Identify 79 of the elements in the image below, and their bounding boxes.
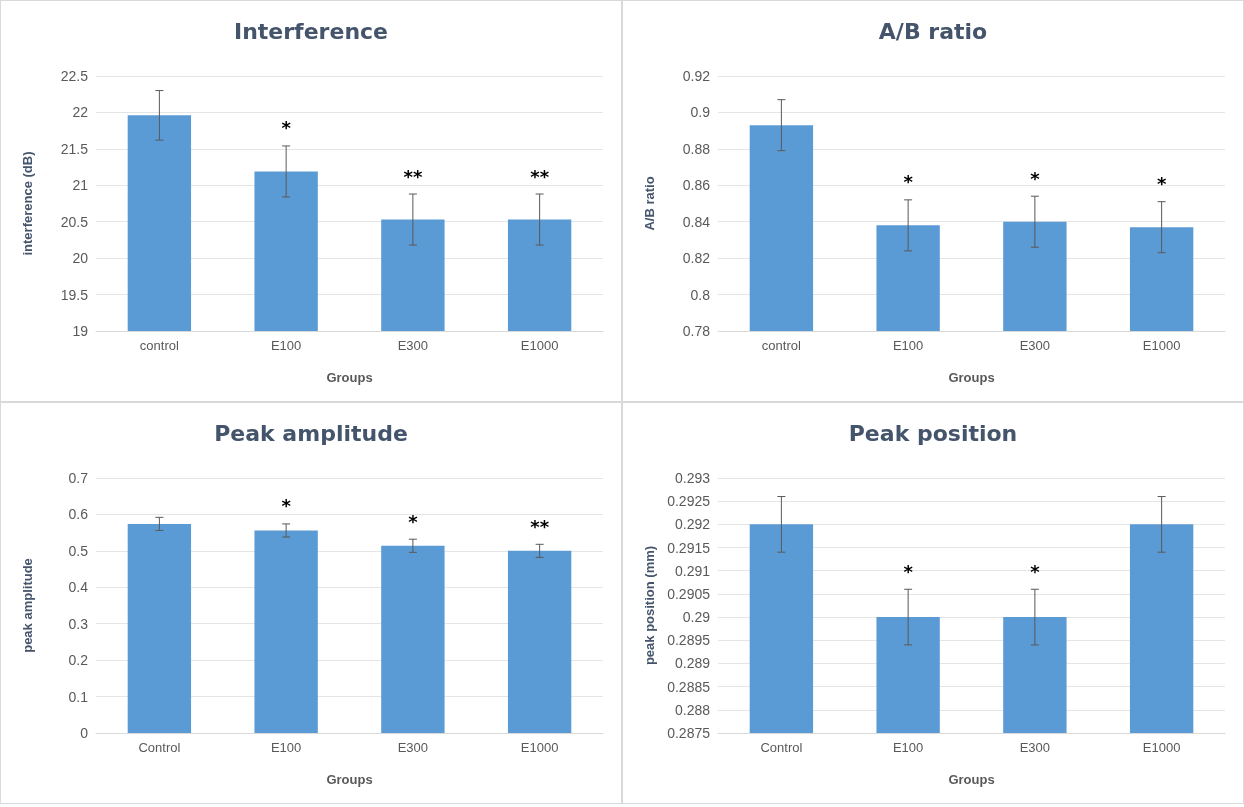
y-tick-label: 0.2875 xyxy=(667,725,711,741)
x-tick-label: E300 xyxy=(397,740,429,755)
y-tick-label: 0.2895 xyxy=(667,632,711,649)
y-tick-label: 0.78 xyxy=(682,323,711,339)
x-tick-label: E300 xyxy=(1019,740,1051,755)
y-tick-label: 19.5 xyxy=(60,286,89,303)
x-tick-label: E100 xyxy=(270,740,302,755)
y-tick-label: 0.86 xyxy=(682,177,711,194)
y-axis-title: peak amplitude xyxy=(20,558,35,653)
y-tick-label: 0.88 xyxy=(682,140,711,157)
y-axis-title: A/B ratio xyxy=(642,176,657,231)
x-tick-label: E1000 xyxy=(520,338,559,353)
y-axis-title: peak position (mm) xyxy=(642,545,657,666)
y-tick-label: 0.2885 xyxy=(667,678,711,695)
x-tick-label: control xyxy=(761,338,801,353)
chart-title: A/B ratio xyxy=(878,18,988,44)
y-tick-label: 0.292 xyxy=(674,516,711,533)
annotation: * xyxy=(281,117,292,139)
x-axis-title: Groups xyxy=(326,772,373,787)
y-tick-label: 21.5 xyxy=(60,140,89,157)
annotation: ** xyxy=(530,165,550,187)
x-tick-label: E100 xyxy=(892,740,924,755)
y-tick-label: 22 xyxy=(72,104,89,121)
x-axis-title: Groups xyxy=(326,370,373,385)
y-tick-label: 0.84 xyxy=(682,213,711,230)
x-axis-title: Groups xyxy=(948,772,995,787)
y-tick-label: 0.293 xyxy=(674,470,711,486)
y-tick-label: 0.2 xyxy=(68,652,89,669)
x-tick-label: Control xyxy=(760,740,803,755)
y-tick-label: 0.3 xyxy=(68,615,89,632)
y-axis-title: interference (dB) xyxy=(20,151,35,256)
y-tick-label: 0.291 xyxy=(674,562,711,579)
annotation: ** xyxy=(403,165,423,187)
x-tick-label: E300 xyxy=(1019,338,1051,353)
y-tick-label: 21 xyxy=(72,177,89,194)
y-tick-label: 0.2915 xyxy=(667,539,711,556)
annotation: * xyxy=(1156,173,1167,195)
x-tick-label: Control xyxy=(138,740,181,755)
x-tick-label: E100 xyxy=(270,338,302,353)
y-tick-label: 0.2925 xyxy=(667,493,711,510)
y-tick-label: 0.9 xyxy=(690,104,711,121)
y-tick-label: 0.29 xyxy=(682,609,711,626)
y-tick-label: 0.289 xyxy=(674,655,711,672)
y-tick-label: 22.5 xyxy=(60,68,89,84)
x-tick-label: E300 xyxy=(397,338,429,353)
y-tick-label: 19 xyxy=(72,323,89,339)
y-tick-label: 0.1 xyxy=(68,688,89,705)
y-tick-label: 0.288 xyxy=(674,701,711,718)
x-tick-label: E100 xyxy=(892,338,924,353)
chart-title: Interference xyxy=(233,18,389,44)
annotation: * xyxy=(281,495,292,517)
bar xyxy=(381,545,445,733)
annotation: * xyxy=(903,560,914,582)
y-tick-label: 0.8 xyxy=(690,286,711,303)
chart-title: Peak amplitude xyxy=(214,420,408,446)
x-tick-label: E1000 xyxy=(1142,740,1181,755)
bar xyxy=(127,523,192,733)
y-tick-label: 0.4 xyxy=(68,579,89,596)
chart-title: Peak position xyxy=(848,420,1018,446)
y-tick-label: 0.6 xyxy=(68,506,89,523)
y-tick-label: 0.82 xyxy=(682,250,711,267)
annotation: * xyxy=(1030,560,1041,582)
y-tick-label: 0 xyxy=(80,725,89,741)
y-tick-label: 0.5 xyxy=(68,542,89,559)
y-tick-label: 0.92 xyxy=(682,68,711,84)
x-tick-label: E1000 xyxy=(520,740,559,755)
bar xyxy=(254,530,318,733)
annotation: ** xyxy=(530,515,550,537)
annotation: * xyxy=(408,510,419,532)
annotation: * xyxy=(903,171,914,193)
x-tick-label: E1000 xyxy=(1142,338,1181,353)
annotation: * xyxy=(1030,167,1041,189)
x-axis-title: Groups xyxy=(948,370,995,385)
y-tick-label: 0.7 xyxy=(68,470,89,486)
y-tick-label: 20.5 xyxy=(60,213,89,230)
y-tick-label: 0.2905 xyxy=(667,585,711,602)
x-tick-label: control xyxy=(139,338,179,353)
y-tick-label: 20 xyxy=(72,250,89,267)
bar xyxy=(507,550,572,733)
